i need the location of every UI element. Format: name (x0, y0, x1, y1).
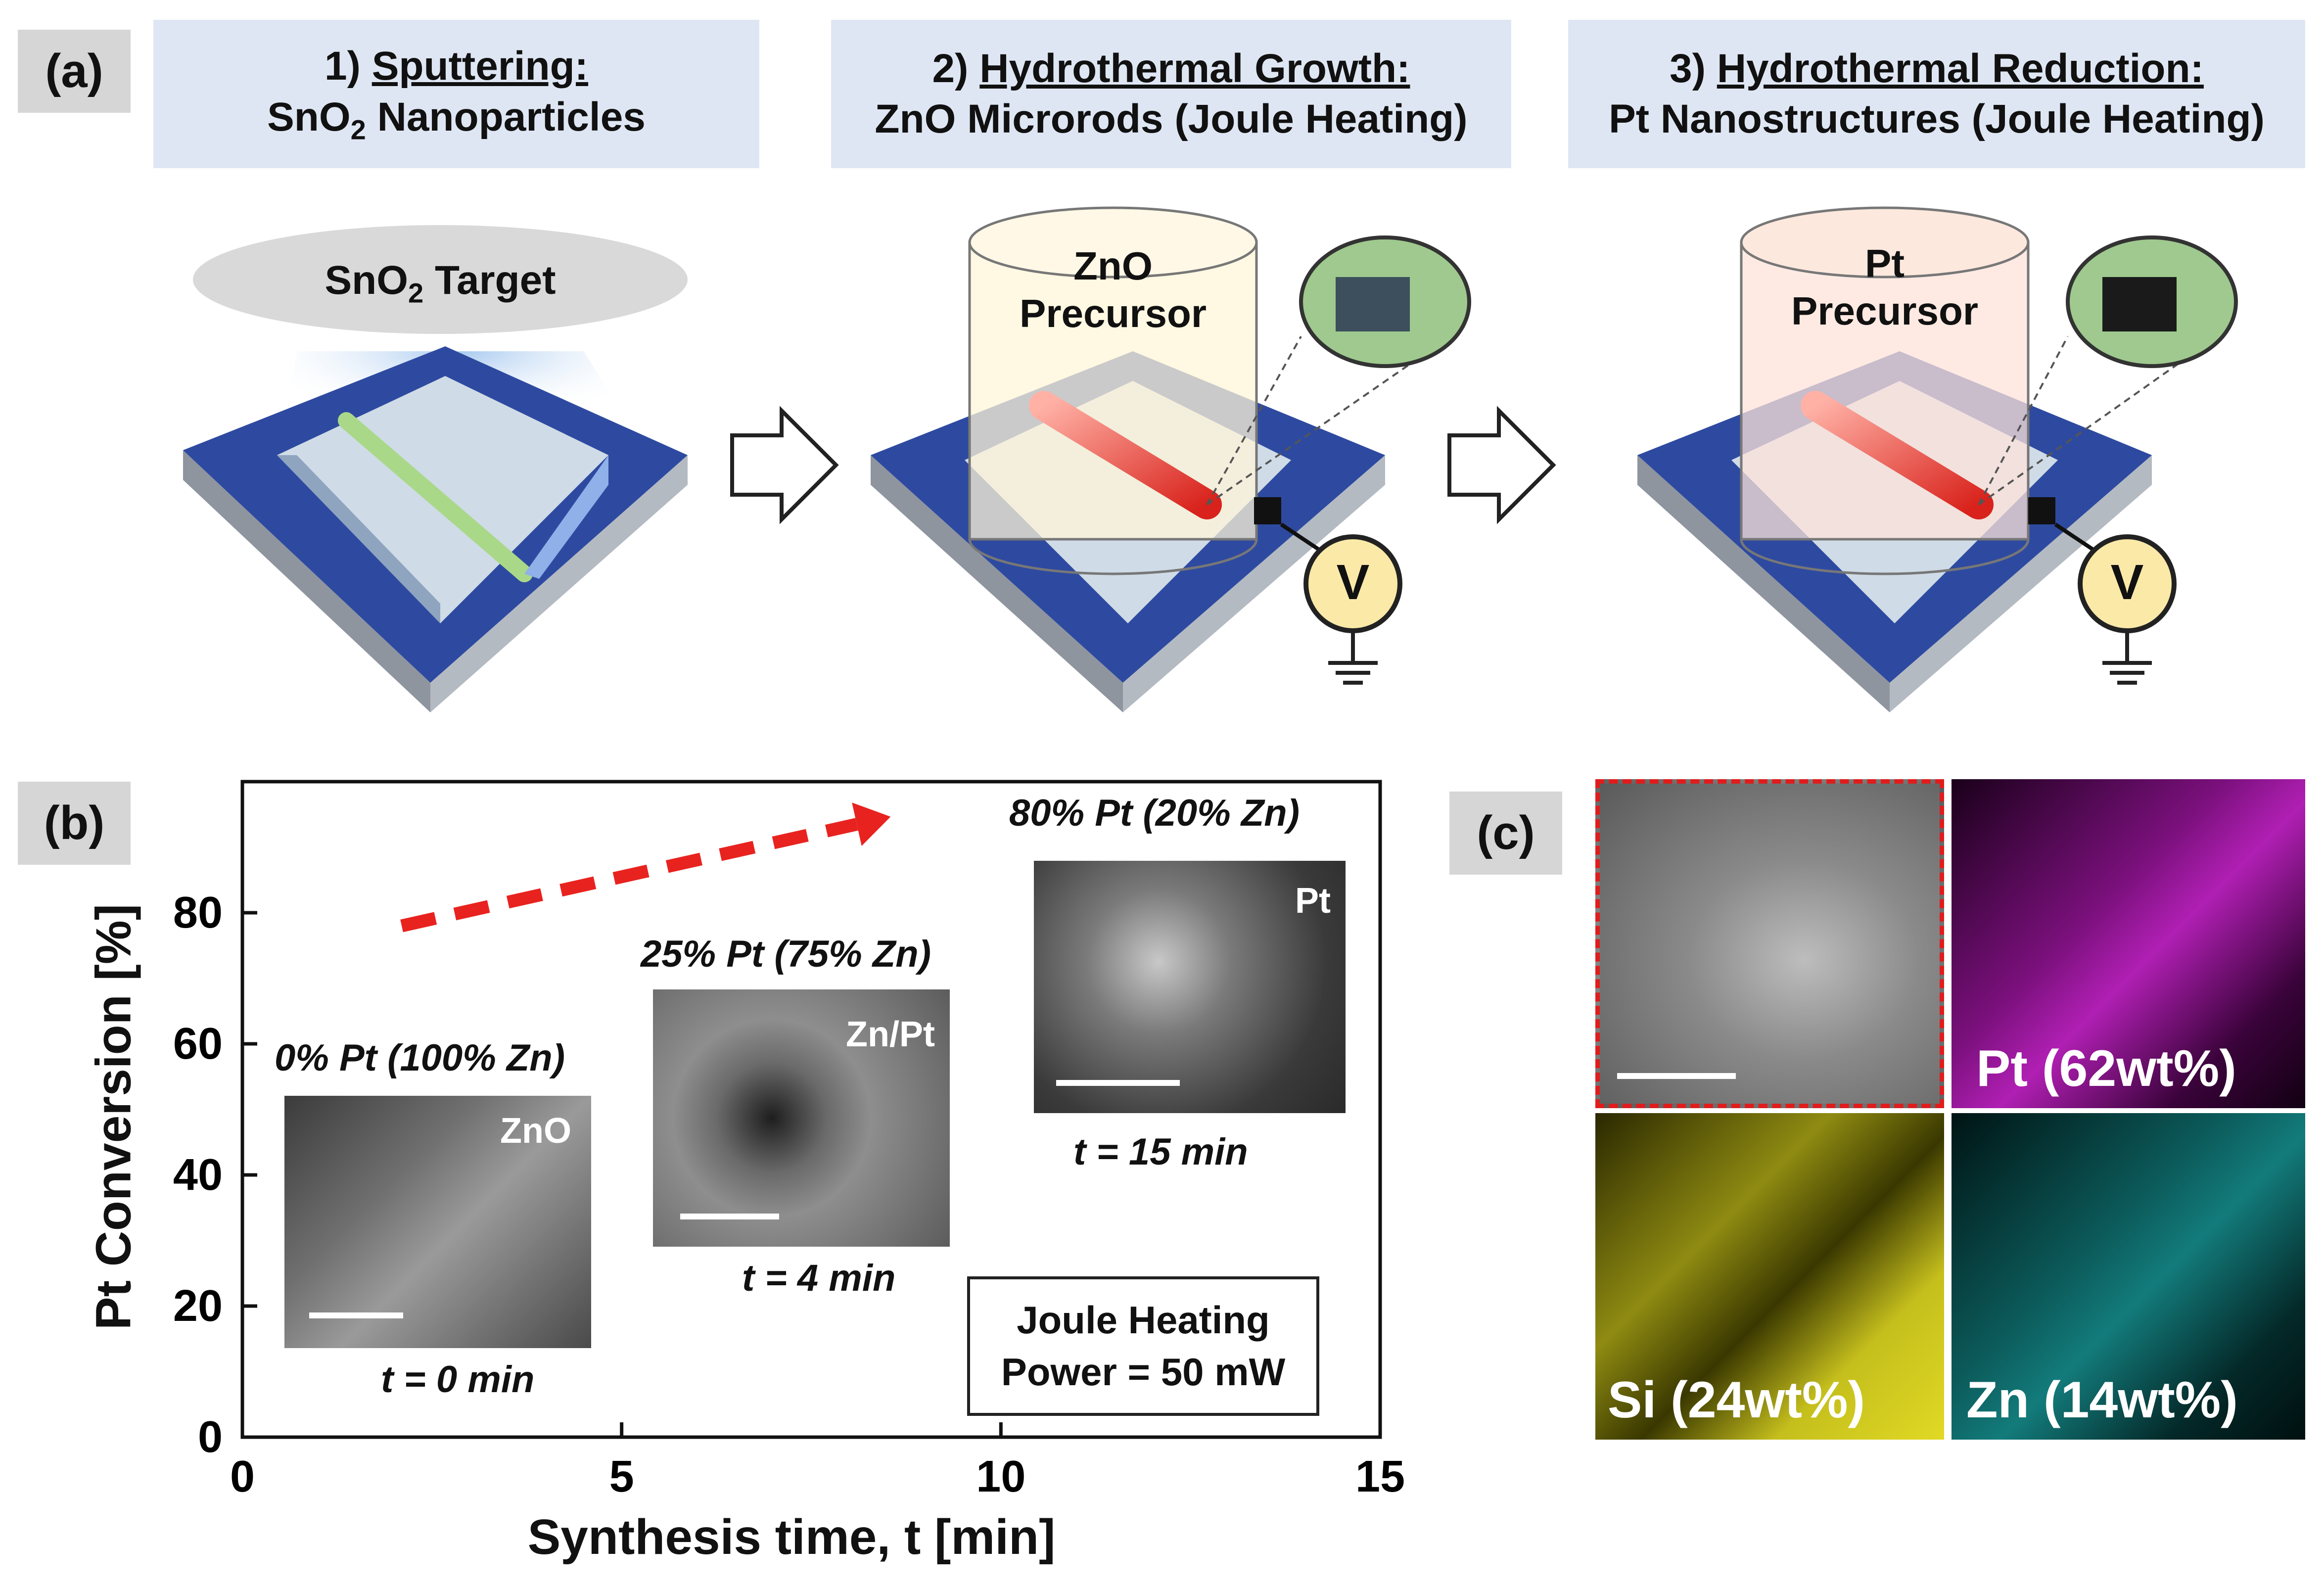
y-tick-label: 80 (173, 888, 223, 937)
panel-a-label: (a) (18, 30, 131, 113)
scale-bar-1 (309, 1312, 403, 1318)
sno2-target (193, 225, 688, 334)
step-2-box: 2) Hydrothermal Growth: ZnO Microrods (J… (831, 20, 1511, 168)
pt-map-label: Pt (62wt%) (1976, 1040, 2236, 1097)
inset-1-caption: 0% Pt (100% Zn) (275, 1037, 565, 1079)
contact-pad-2 (1254, 497, 1281, 524)
voltmeter-3-label: V (2110, 555, 2144, 610)
scale-bar-3 (1056, 1080, 1180, 1086)
device-1 (183, 225, 688, 712)
inset-3-sem: Pt (1034, 861, 1346, 1113)
inset-1-sem: ZnO (284, 1096, 591, 1348)
x-tick-label: 0 (230, 1452, 255, 1501)
inset-1-label: ZnO (500, 1111, 571, 1151)
chart-axes (240, 780, 1382, 1439)
x-tick-label: 15 (1355, 1452, 1405, 1501)
pt-precursor-label: Pt Precursor (1791, 241, 1978, 333)
inset-3-caption: 80% Pt (20% Zn) (1009, 792, 1300, 834)
sno2-target-label: SnO2 Target (325, 258, 556, 309)
process-arrow-2 (1447, 406, 1556, 524)
step-1-title: 1) Sputtering: (325, 44, 588, 89)
step-2-subtitle: ZnO Microrods (Joule Heating) (875, 96, 1468, 141)
device-3 (1637, 206, 2238, 712)
inset-3-time: t = 15 min (1073, 1131, 1248, 1173)
zn-map-tile: Zn (14wt%) (1952, 1113, 2305, 1440)
y-tick-label: 20 (173, 1281, 223, 1331)
step-3-subtitle: Pt Nanostructures (Joule Heating) (1609, 96, 2265, 141)
sem-image-tile (1595, 779, 1944, 1108)
x-axis-label: Synthesis time, t [min] (527, 1509, 1056, 1565)
process-arrow-1 (730, 406, 839, 524)
inset-2-sem: Zn/Pt (653, 989, 950, 1247)
chart-ticks: 0 5 10 15 0 20 40 60 80 (173, 888, 1405, 1501)
step-3-title: 3) Hydrothermal Reduction: (1670, 46, 2204, 91)
step-2-title: 2) Hydrothermal Growth: (932, 46, 1410, 91)
trend-arrow (400, 802, 891, 933)
inset-2-label: Zn/Pt (846, 1015, 935, 1054)
trend-arrow-head (852, 802, 891, 846)
pt-conversion-chart: 0 5 10 15 0 20 40 60 80 (173, 780, 1405, 1501)
inset-2-time: t = 4 min (742, 1257, 896, 1299)
trend-arrow-line (400, 818, 858, 933)
x-tick-label: 10 (976, 1452, 1025, 1501)
y-axis-label: Pt Conversion [%] (86, 903, 141, 1330)
zn-map-label: Zn (14wt%) (1966, 1371, 2238, 1429)
step-1-box: 1) Sputtering: SnO2 Nanoparticles (153, 20, 759, 168)
joule-heating-legend: Joule Heating Power = 50 mW (967, 1276, 1319, 1416)
panel-b-label: (b) (18, 782, 131, 865)
scale-bar-c (1617, 1073, 1736, 1079)
pt-map-tile: Pt (62wt%) (1952, 779, 2305, 1108)
zno-precursor-label: ZnO Precursor (1020, 244, 1207, 335)
y-tick-label: 60 (173, 1019, 223, 1069)
substrate-side (183, 450, 430, 712)
device-2 (871, 206, 1471, 712)
plot-frame (240, 780, 1382, 1439)
scale-bar-2 (680, 1214, 779, 1219)
inset-3-label: Pt (1295, 881, 1331, 921)
inset-2-caption: 25% Pt (75% Zn) (641, 933, 931, 975)
contact-pad-3 (2028, 497, 2055, 524)
fabrication-schematic (183, 206, 2238, 712)
si-map-label: Si (24wt%) (1608, 1371, 1865, 1429)
inset-1-time: t = 0 min (381, 1358, 535, 1401)
step-1-subtitle: SnO2 Nanoparticles (267, 94, 646, 145)
voltmeter-2-label: V (1336, 555, 1370, 610)
panel-c-label: (c) (1449, 792, 1562, 875)
y-tick-label: 0 (198, 1412, 223, 1462)
step-3-box: 3) Hydrothermal Reduction: Pt Nanostruct… (1568, 20, 2305, 168)
x-tick-label: 5 (609, 1452, 634, 1501)
y-tick-label: 40 (173, 1150, 223, 1200)
si-map-tile: Si (24wt%) (1595, 1113, 1944, 1440)
